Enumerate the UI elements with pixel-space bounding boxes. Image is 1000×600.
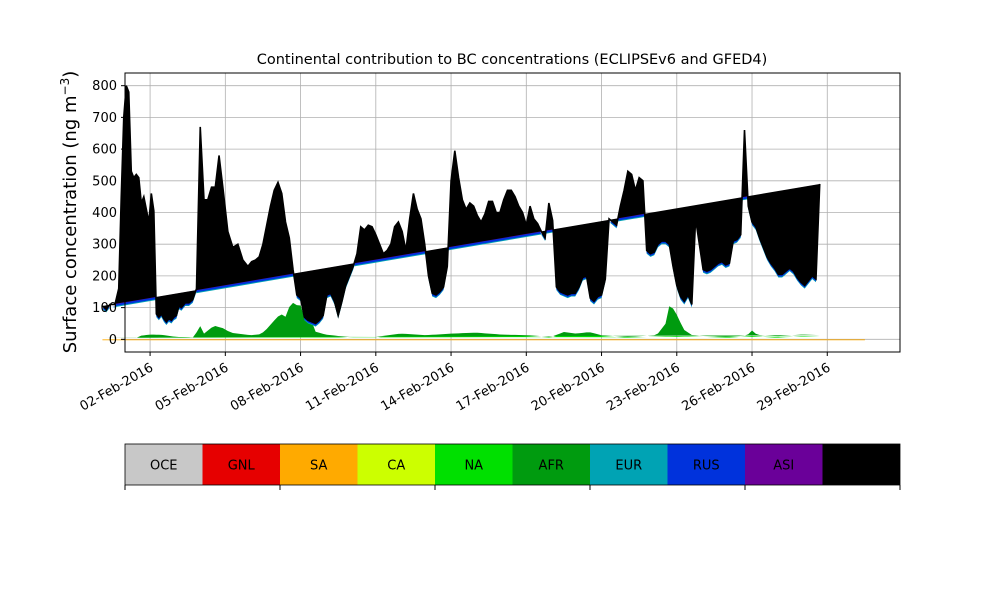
area-sa (102, 339, 865, 341)
legend-label-aus: AUS (848, 459, 875, 474)
y-tick-label: 500 (92, 174, 117, 189)
legend-label-oce: OCE (150, 459, 178, 474)
legend-swatch-afr (512, 444, 590, 485)
legend-label-asi: ASI (773, 459, 794, 474)
area-aus (102, 85, 820, 324)
legend-label-na: NA (464, 459, 483, 474)
x-tick-label: 02-Feb-2016 (78, 360, 157, 414)
y-tick-label: 700 (92, 111, 117, 126)
x-tick-label: 17-Feb-2016 (454, 360, 533, 414)
y-tick-label: 400 (92, 206, 117, 221)
legend-label-afr: AFR (539, 459, 564, 474)
legend-swatch-na (435, 444, 513, 485)
legend-swatch-ca (357, 444, 435, 485)
x-tick-label: 23-Feb-2016 (604, 360, 683, 414)
y-tick-label: 0 (109, 333, 117, 348)
y-tick-label: 300 (92, 238, 117, 253)
area-afr (102, 302, 820, 338)
legend-swatch-rus (667, 444, 745, 485)
x-tick-label: 26-Feb-2016 (679, 360, 758, 414)
legend-swatch-aus (822, 444, 900, 485)
legend-label-gnl: GNL (228, 459, 256, 474)
y-tick-label: 600 (92, 143, 117, 158)
legend-swatch-asi (745, 444, 823, 485)
y-axis-label-text: Surface concentration (ng m (60, 95, 81, 353)
x-tick-label: 20-Feb-2016 (529, 360, 608, 414)
chart-title: Continental contribution to BC concentra… (257, 52, 768, 68)
x-tick-label: 08-Feb-2016 (228, 360, 307, 414)
y-tick-label: 200 (92, 269, 117, 284)
svg-text:Surface concentration (ng m−3): Surface concentration (ng m−3) (58, 71, 81, 354)
legend-label-rus: RUS (693, 459, 720, 474)
legend-label-eur: EUR (615, 459, 642, 474)
x-tick-label: 14-Feb-2016 (379, 360, 458, 414)
total-line (101, 85, 821, 325)
y-tick-label: 800 (92, 79, 117, 94)
x-tick-label: 11-Feb-2016 (303, 360, 382, 414)
y-axis-label: Surface concentration (ng m−3) (58, 71, 81, 354)
y-axis-label-exponent: −3 (58, 78, 72, 96)
y-tick-label: 100 (92, 301, 117, 316)
x-tick-label: 05-Feb-2016 (153, 360, 232, 414)
legend: OCE GNL SA CA NA AFR EUR RUS ASI AUS (124, 443, 901, 490)
legend-swatch-eur (590, 444, 668, 485)
legend-label-ca: CA (387, 459, 405, 474)
legend-swatch-sa (280, 444, 358, 485)
x-tick-label: 29-Feb-2016 (755, 360, 834, 414)
legend-frame (124, 443, 901, 486)
legend-swatch-oce (125, 444, 203, 485)
legend-swatch-gnl (202, 444, 280, 485)
legend-label-sa: SA (310, 459, 327, 474)
y-axis-label-close: ) (60, 71, 81, 78)
stacked-areas (101, 85, 865, 341)
